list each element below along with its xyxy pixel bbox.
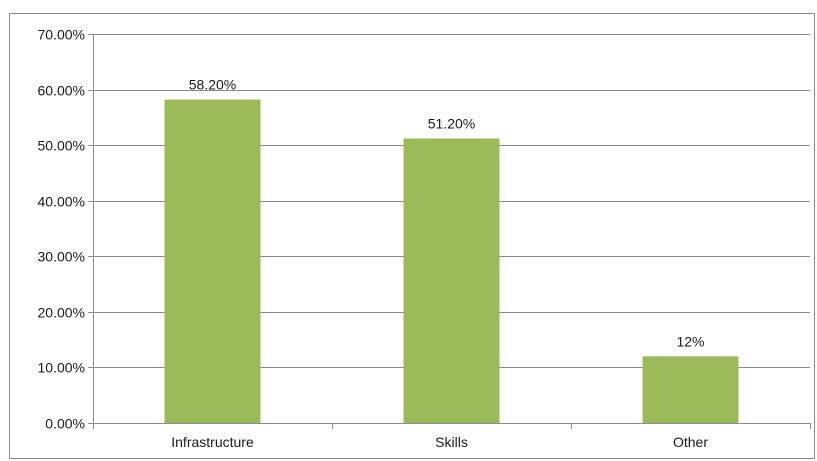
data-labels: 58.20% 51.20% 12%	[189, 77, 705, 350]
x-tick-label: Infrastructure	[171, 434, 254, 450]
y-tick-label: 0.00%	[45, 416, 85, 432]
x-tick-label: Skills	[435, 434, 468, 450]
data-label: 51.20%	[428, 115, 475, 131]
data-label: 12%	[676, 333, 704, 349]
y-tick-label: 20.00%	[38, 305, 85, 321]
x-tick-label: Other	[673, 434, 708, 450]
bar-other	[642, 356, 739, 423]
bar-infrastructure	[164, 99, 261, 424]
y-tick-label: 70.00%	[38, 27, 85, 43]
bar-skills	[403, 138, 500, 423]
data-label: 58.20%	[189, 77, 236, 93]
y-tick-label: 40.00%	[38, 194, 85, 210]
y-tick-label: 50.00%	[38, 138, 85, 154]
y-tick-label: 60.00%	[38, 83, 85, 99]
bars	[164, 99, 739, 424]
y-tick-label: 10.00%	[38, 360, 85, 376]
x-axis: Infrastructure Skills Other	[93, 423, 811, 450]
y-axis: 0.00% 10.00% 20.00% 30.00% 40.00% 50.00% 60.00…	[38, 27, 94, 432]
y-tick-label: 30.00%	[38, 249, 85, 265]
